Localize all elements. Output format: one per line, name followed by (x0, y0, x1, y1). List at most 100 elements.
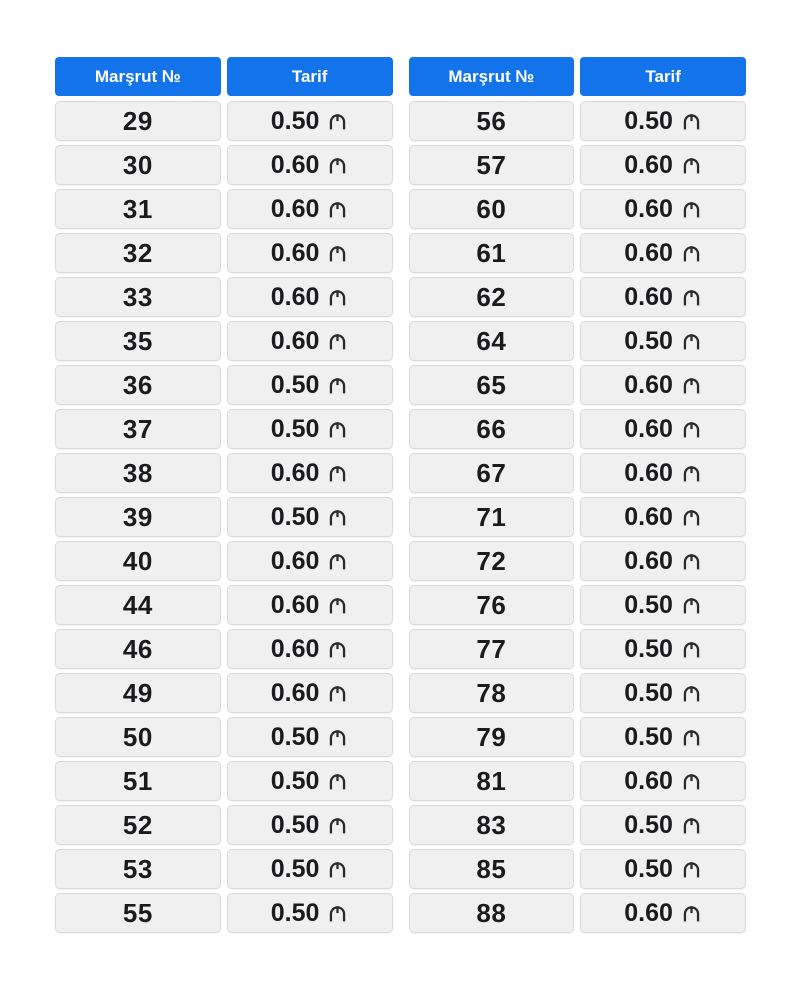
manat-currency-icon (681, 595, 702, 616)
tarif-value: 0.50 (624, 634, 673, 663)
route-number-cell: 72 (408, 541, 575, 581)
route-number-cell: 67 (408, 453, 575, 493)
table-row: 31 0.60 (55, 189, 393, 229)
manat-currency-icon (327, 199, 348, 220)
manat-currency-icon (681, 243, 702, 264)
manat-currency-icon (681, 639, 702, 660)
table-row: 57 0.60 (408, 145, 746, 185)
route-number-cell: 81 (408, 761, 575, 801)
route-number: 61 (476, 237, 507, 268)
route-number-cell: 64 (408, 321, 575, 361)
tarif-value: 0.50 (270, 722, 320, 751)
route-number-cell: 52 (55, 805, 221, 845)
route-number: 64 (476, 325, 507, 356)
route-number: 52 (122, 809, 153, 840)
table-row: 72 0.60 (408, 541, 746, 581)
tarif-value: 0.50 (624, 326, 673, 355)
table-row: 65 0.60 (408, 365, 746, 405)
tarif-value: 0.60 (624, 282, 673, 311)
manat-currency-icon (327, 551, 348, 572)
tarif-value: 0.50 (270, 898, 320, 927)
manat-currency-icon (681, 155, 702, 176)
tarif-cell: 0.60 (580, 541, 746, 581)
column-header-route: Marşrut № (408, 57, 575, 96)
route-number: 81 (476, 765, 507, 796)
tariff-table-left: Marşrut № Tarif 29 0.50 30 0.60 (55, 57, 393, 933)
route-number-cell: 78 (408, 673, 575, 713)
tarif-cell: 0.50 (580, 673, 746, 713)
route-number: 49 (122, 677, 153, 708)
tarif-cell: 0.60 (580, 409, 746, 449)
manat-currency-icon (327, 771, 348, 792)
tarif-cell: 0.60 (226, 541, 393, 581)
table-row: 37 0.50 (55, 409, 393, 449)
manat-currency-icon (327, 375, 348, 396)
manat-currency-icon (327, 727, 348, 748)
table-row: 53 0.50 (55, 849, 393, 889)
table-row: 61 0.60 (408, 233, 746, 273)
route-number: 83 (476, 809, 507, 840)
route-number: 30 (122, 149, 153, 180)
table-row: 52 0.50 (55, 805, 393, 845)
tarif-value: 0.50 (624, 590, 673, 619)
tarif-value: 0.50 (270, 854, 320, 883)
tarif-cell: 0.50 (580, 101, 746, 141)
route-number-cell: 57 (408, 145, 575, 185)
tarif-cell: 0.60 (580, 277, 746, 317)
route-number: 55 (122, 897, 153, 928)
table-row: 79 0.50 (408, 717, 746, 757)
route-number: 44 (122, 589, 153, 620)
manat-currency-icon (681, 507, 702, 528)
tarif-cell: 0.50 (226, 101, 393, 141)
tarif-value: 0.60 (270, 634, 320, 663)
tarif-value: 0.60 (270, 238, 320, 267)
tarif-cell: 0.60 (580, 189, 746, 229)
tarif-cell: 0.60 (226, 629, 393, 669)
route-number: 77 (476, 633, 507, 664)
route-number-cell: 88 (408, 893, 575, 933)
tarif-value: 0.50 (270, 370, 320, 399)
table-row: 60 0.60 (408, 189, 746, 229)
tarif-cell: 0.60 (226, 277, 393, 317)
table-row: 38 0.60 (55, 453, 393, 493)
route-number: 31 (122, 193, 153, 224)
table-row: 56 0.50 (408, 101, 746, 141)
route-number-cell: 38 (55, 453, 221, 493)
route-number-cell: 65 (408, 365, 575, 405)
tarif-cell: 0.60 (226, 233, 393, 273)
route-number-cell: 46 (55, 629, 221, 669)
table-row: 46 0.60 (55, 629, 393, 669)
route-number: 32 (122, 237, 153, 268)
route-number: 78 (476, 677, 507, 708)
route-number-cell: 71 (408, 497, 575, 537)
route-number-cell: 53 (55, 849, 221, 889)
tarif-cell: 0.50 (226, 849, 393, 889)
table-row: 50 0.50 (55, 717, 393, 757)
route-number: 39 (122, 501, 153, 532)
tarif-value: 0.60 (624, 370, 673, 399)
route-number: 79 (476, 721, 507, 752)
manat-currency-icon (327, 419, 348, 440)
manat-currency-icon (327, 507, 348, 528)
table-row: 62 0.60 (408, 277, 746, 317)
route-number: 72 (476, 545, 507, 576)
tarif-cell: 0.60 (580, 761, 746, 801)
tarif-cell: 0.50 (580, 321, 746, 361)
manat-currency-icon (327, 903, 348, 924)
tarif-value: 0.50 (270, 810, 320, 839)
tarif-cell: 0.50 (226, 497, 393, 537)
tariff-tables-container: Marşrut № Tarif 29 0.50 30 0.60 (55, 57, 746, 933)
table-row: 88 0.60 (408, 893, 746, 933)
tarif-cell: 0.60 (580, 497, 746, 537)
tarif-value: 0.50 (624, 106, 673, 135)
table-row: 30 0.60 (55, 145, 393, 185)
route-number: 53 (122, 853, 153, 884)
tarif-cell: 0.50 (226, 717, 393, 757)
tarif-cell: 0.60 (580, 145, 746, 185)
table-row: 40 0.60 (55, 541, 393, 581)
table-row: 64 0.50 (408, 321, 746, 361)
route-number-cell: 62 (408, 277, 575, 317)
tarif-value: 0.50 (270, 106, 320, 135)
table-row: 81 0.60 (408, 761, 746, 801)
tarif-cell: 0.60 (226, 321, 393, 361)
